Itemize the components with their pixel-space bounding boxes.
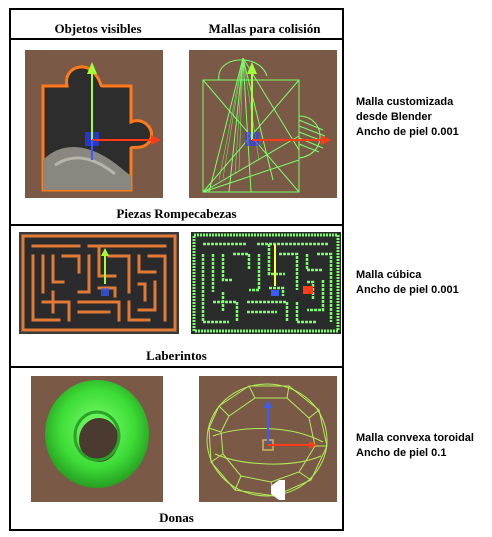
desc-line: Malla customizada [356, 96, 454, 108]
desc-line: desde Blender [356, 111, 432, 123]
desc-line: Ancho de piel 0.001 [356, 126, 459, 138]
row-label-mazes: Laberintos [146, 348, 207, 363]
row-label-puzzle-pieces: Piezas Rompecabezas [116, 206, 237, 221]
header-visible-objects: Objetos visibles [54, 21, 142, 36]
maze-collision-mesh [191, 232, 341, 334]
desc-line: Malla convexa toroidal [356, 432, 474, 444]
desc-puzzle-pieces: Malla customizada desde Blender Ancho de… [356, 95, 459, 140]
desc-mazes: Malla cúbica Ancho de piel 0.001 [356, 268, 459, 298]
puzzle-visible-render [25, 50, 163, 198]
donut-visible-render [31, 376, 163, 502]
row-label-donuts: Donas [159, 510, 194, 525]
header-divider [11, 38, 342, 40]
header-collision-meshes: Mallas para colisión [208, 21, 321, 36]
comparison-table: Objetos visibles Mallas para colisión [9, 8, 344, 531]
row-divider-1 [11, 224, 342, 226]
donut-collision-mesh [199, 376, 337, 502]
desc-line: Ancho de piel 0.001 [356, 284, 459, 296]
desc-line: Malla cúbica [356, 269, 422, 281]
puzzle-collision-mesh [189, 50, 337, 198]
row-divider-2 [11, 366, 342, 368]
maze-visible-render [19, 232, 179, 334]
desc-line: Ancho de piel 0.1 [356, 447, 447, 459]
desc-donuts: Malla convexa toroidal Ancho de piel 0.1 [356, 431, 474, 461]
speaker-icon [271, 480, 285, 500]
